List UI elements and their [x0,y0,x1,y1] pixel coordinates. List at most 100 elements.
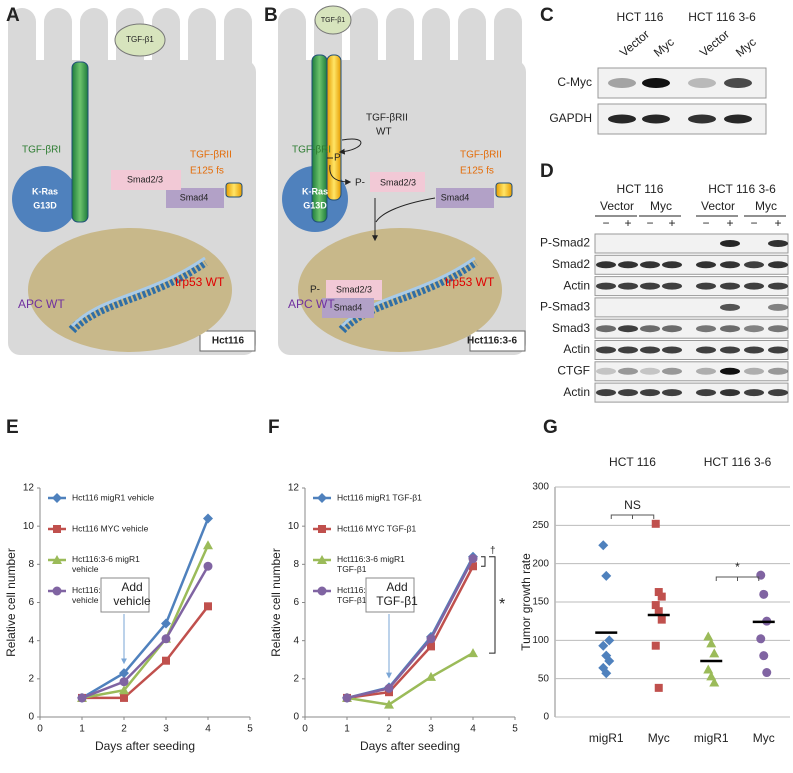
x-tick-label: 1 [344,724,350,735]
receptor-status: WT [376,127,392,138]
blot-band [720,346,740,354]
treatment-label: + [668,216,675,230]
blot-band [768,367,788,375]
kras [12,166,78,232]
x-tick-label: Myc [648,731,670,745]
y-tick-label: 10 [23,521,35,532]
marker [119,685,129,695]
marker [119,668,129,679]
blot-band [608,78,636,88]
blot-band [720,261,740,269]
panel-label: D [540,161,554,182]
marker [162,656,170,665]
smad23 [370,172,425,192]
cell [278,5,526,355]
annotation: Add TGF-β1 [376,580,418,608]
blot-band [720,240,740,247]
row-label: C-Myc [557,75,592,89]
smad-label: Smad2/3 [336,284,372,294]
significance: * [735,560,740,574]
blot-band [596,367,616,375]
treatment-label: − [646,216,653,230]
panel-label: E [6,417,19,438]
blot-band [618,346,638,354]
y-axis-label: Tumor growth rate [519,553,533,651]
marker [384,683,394,693]
marker [657,615,666,624]
blot-band [662,282,682,290]
cell-line-label: Hct116 [212,336,245,347]
phospho-label: P- [355,178,365,189]
x-tick-label: migR1 [589,731,624,745]
marker [709,648,720,658]
blot-band [640,367,660,375]
smad4 [436,188,494,208]
y-tick-label: 0 [293,712,299,723]
x-tick-label: 4 [470,724,476,735]
y-tick-label: 100 [532,635,549,646]
row-label: Smad3 [552,321,590,335]
marker [654,588,663,597]
blot-band [768,346,788,354]
blot-band [720,325,740,333]
blot-band [744,346,764,354]
y-tick-label: 0 [543,712,549,723]
blot-band [640,346,660,354]
arrow [375,197,436,223]
marker [77,693,87,703]
treatment-label: + [624,216,631,230]
mutation-label: E125 fs [190,166,224,177]
ligand [314,5,352,35]
receptor-label: TGF-βRII [460,150,502,161]
x-axis-label: Days after seeding [95,739,195,753]
legend-label: Hct116 MYC vehicle [72,523,149,533]
y-tick-label: 0 [28,712,34,723]
panel-label: A [6,5,20,26]
annotation: Add vehicle [113,580,151,608]
legend-label: Hct116 MYC TGF-β1 [337,523,416,533]
cell-line-label: HCT 116 3-6 [688,10,756,24]
smad-label: Smad4 [441,192,470,202]
y-tick-label: 6 [28,597,34,608]
blot-band [720,303,740,311]
marker [703,631,714,641]
legend-label: Hct116:3-6 migR1 TGF-β1 [337,554,405,574]
marker [657,592,666,601]
blot-band [662,367,682,375]
cell-line-box [199,330,256,352]
panel-label: C [540,5,554,26]
microvillus [494,8,522,98]
kras-mutation: G13D [303,200,327,210]
blot-band [642,78,670,88]
x-tick-label: 2 [121,724,127,735]
marker [654,683,663,692]
receptor-label: TGF-βRII [190,150,232,161]
blot-band [696,389,716,397]
receptor-ri [311,54,328,223]
legend-label: Hct116:3-6 migR1 vehicle [72,554,140,574]
microvillus [458,8,486,98]
phospho-label: P [334,153,341,164]
bracket [481,556,486,567]
marker [468,648,478,658]
microvillus [386,8,414,98]
marker [706,638,717,648]
blot-band [696,325,716,333]
kras-label: K-Ras [32,186,58,196]
blot-band [724,114,752,124]
marker [604,656,615,667]
y-tick-label: 12 [288,483,300,494]
x-tick-label: 3 [428,724,434,735]
row-label: GAPDH [549,111,592,125]
rii-mutant [225,182,243,198]
y-tick-label: 250 [532,520,549,531]
marker [120,693,128,702]
blot-band [642,114,670,124]
marker [52,555,62,564]
group-label: Vector [701,199,735,213]
smad4 [322,298,374,318]
x-tick-label: 2 [386,724,392,735]
cell [8,8,256,355]
y-tick-label: 12 [23,483,35,494]
marker [756,634,766,644]
